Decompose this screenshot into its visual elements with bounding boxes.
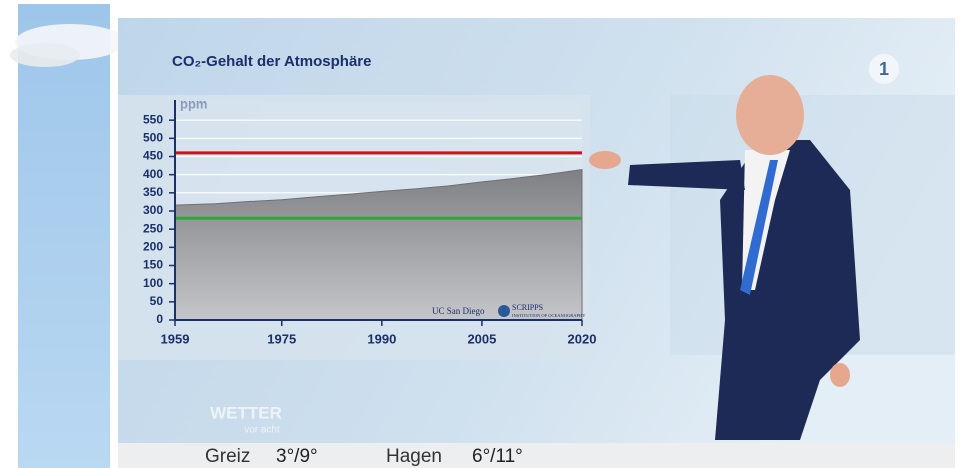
source-logo: UC San Diego xyxy=(432,306,485,316)
screen: 1 CO₂-Gehalt der Atmosphäre ppm 05010015… xyxy=(0,0,963,468)
source-logo: INSTITUTION OF OCEANOGRAPHY xyxy=(512,313,586,318)
cloud xyxy=(10,43,80,67)
program-subtitle: vor acht xyxy=(244,425,280,436)
y-tick-label: 50 xyxy=(150,294,164,308)
x-tick-label: 1990 xyxy=(367,331,396,346)
ticker-city: Greiz xyxy=(205,446,250,467)
source-logo: SCRIPPS xyxy=(512,303,543,312)
y-tick-label: 450 xyxy=(143,149,163,163)
chart-title: CO₂-Gehalt der Atmosphäre xyxy=(172,53,371,70)
x-tick-label: 2005 xyxy=(467,331,496,346)
x-tick-label: 1975 xyxy=(267,331,296,346)
ticker-temps: 6°/11° xyxy=(472,446,523,467)
y-tick-label: 0 xyxy=(156,312,163,326)
y-tick-label: 550 xyxy=(143,112,163,126)
ticker-temps: 3°/9° xyxy=(276,446,318,467)
side-sky xyxy=(18,4,110,468)
x-tick-label: 1959 xyxy=(161,331,190,346)
head xyxy=(736,75,804,155)
hand xyxy=(830,363,850,387)
y-tick-label: 200 xyxy=(143,240,163,254)
hand xyxy=(589,151,621,169)
source-logo-icon xyxy=(498,305,510,317)
plot: 0 50 100 150 200 250 300 350 400 450 500 550 1959 197… xyxy=(143,100,596,346)
y-tick-label: 350 xyxy=(143,185,163,199)
y-tick-label: 100 xyxy=(143,276,163,290)
y-tick-label: 500 xyxy=(143,131,163,145)
y-tick-label: 300 xyxy=(143,203,163,217)
ticker-city: Hagen xyxy=(386,446,442,467)
y-tick-label: 250 xyxy=(143,221,163,235)
arm xyxy=(628,160,745,190)
y-tick-label: 150 xyxy=(143,258,163,272)
channel-logo: 1 xyxy=(879,59,889,79)
program-title: WETTER xyxy=(210,403,282,422)
x-tick-label: 2020 xyxy=(568,331,597,346)
y-tick-label: 400 xyxy=(143,167,163,181)
